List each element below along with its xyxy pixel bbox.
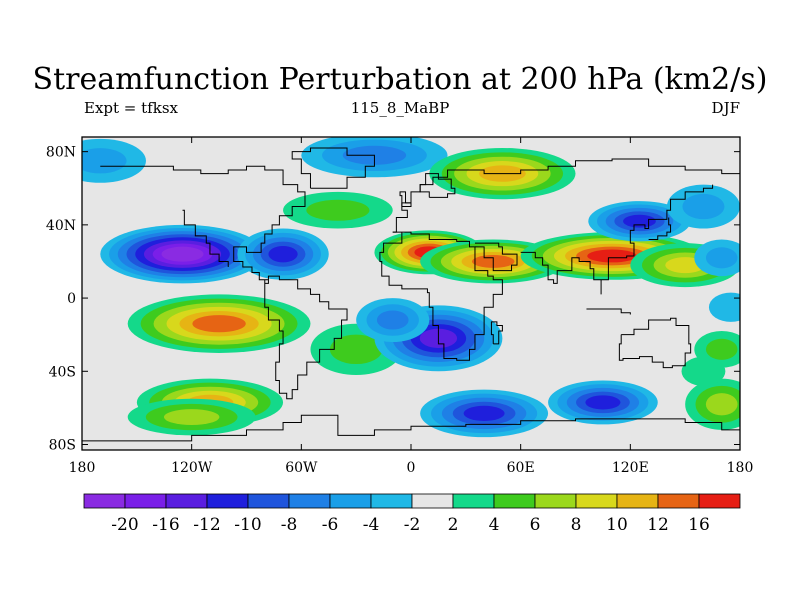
x-tick-label: 120W (171, 460, 213, 476)
colorbar-label: -6 (322, 515, 339, 535)
season-label: DJF (711, 99, 740, 117)
colorbar-label: -4 (363, 515, 380, 535)
x-tick-label: 180 (727, 460, 754, 476)
field-feature-low (548, 380, 658, 425)
contour-fill (82, 148, 127, 174)
x-tick-label: 120E (612, 460, 649, 476)
coastline (618, 317, 692, 369)
y-tick-label: 0 (67, 291, 76, 307)
colorbar-box (83, 493, 126, 509)
chart-title: Streamfunction Perturbation at 200 hPa (… (32, 62, 768, 97)
contour-fill (705, 393, 738, 416)
colorbar-label: 10 (606, 515, 628, 535)
field-feature-low (356, 298, 430, 343)
colorbar-label: -20 (111, 515, 138, 535)
contour-fill (192, 315, 246, 333)
y-tick-label: 80N (46, 145, 76, 161)
colorbar-box (616, 493, 659, 509)
coastline (291, 147, 375, 189)
y-tick-label: 40S (49, 364, 76, 380)
contour-fill (161, 246, 204, 262)
contour-fill (587, 249, 637, 263)
field-feature-low (82, 138, 146, 183)
coastline (82, 414, 740, 442)
colorbar-label: 16 (688, 515, 710, 535)
colorbar-label: 8 (571, 515, 582, 535)
coastline (586, 308, 631, 315)
colorbar-label: -16 (152, 515, 179, 535)
period-label: 115_8_MaBP (350, 99, 450, 117)
colorbar-label: -2 (404, 515, 421, 535)
colorbar-box (124, 493, 167, 509)
axis-layer: 180 120W 60W 0 60E 120E 180 80N 40N 0 40S 80S (46, 137, 753, 476)
colorbar-box (534, 493, 577, 509)
contour-fill (376, 310, 409, 330)
field-feature-high (685, 378, 740, 430)
coastline (520, 184, 714, 295)
colorbar-box (493, 493, 536, 509)
field-feature-low (237, 228, 329, 280)
colorbar-box (247, 493, 290, 509)
coastline (648, 217, 672, 241)
contour-fill (623, 214, 656, 228)
colorbar-label: 6 (530, 515, 541, 535)
coastline-layer (82, 147, 740, 442)
field-feature-low (420, 389, 549, 438)
contour-fill (463, 405, 505, 422)
colorbar-box (206, 493, 249, 509)
y-tick-label: 80S (49, 438, 76, 454)
contour-fill (708, 292, 740, 322)
colorbar-box (657, 493, 700, 509)
coastline (474, 242, 518, 272)
colorbar-box (698, 493, 741, 509)
field-feature-low (694, 239, 740, 277)
colorbar-label: -12 (193, 515, 220, 535)
contour-fill (705, 247, 738, 269)
contour-fill (585, 395, 621, 410)
contour-fill (705, 338, 738, 360)
contour-fill (163, 409, 220, 425)
colorbar-label: -10 (234, 515, 261, 535)
contour-fill (329, 334, 383, 365)
field-feature-high (127, 294, 311, 353)
colorbar-label: 4 (489, 515, 500, 535)
field-feature-low (708, 292, 740, 322)
colorbar-box (288, 493, 331, 509)
x-tick-label: 60W (285, 460, 318, 476)
field-feature-high (127, 398, 256, 436)
experiment-label: Expt = tfksx (84, 99, 178, 117)
coastline (399, 191, 412, 208)
x-tick-label: 60E (507, 460, 535, 476)
colorbar-box (452, 493, 495, 509)
x-tick-label: 180 (69, 460, 96, 476)
colorbar-box (575, 493, 618, 509)
colorbar-box (370, 493, 413, 509)
coastline (419, 173, 456, 198)
field-feature-low (100, 224, 265, 284)
field-feature-high (283, 191, 393, 229)
field-feature-high (681, 356, 726, 386)
colorbar-label: 12 (647, 515, 669, 535)
contour-fill (268, 245, 298, 263)
colorbar-label: -8 (281, 515, 298, 535)
colorbar: -20 -16 -12 -10 -8 -6 -4 -2 2 4 6 8 10 12 16 (83, 493, 741, 535)
coastline (182, 209, 229, 267)
contour-fill (682, 193, 725, 220)
colorbar-box (165, 493, 208, 509)
x-tick-label: 0 (407, 460, 416, 476)
coastline (100, 165, 348, 400)
coastline (490, 321, 503, 345)
colorbar-box (329, 493, 372, 509)
field-feature-low (588, 201, 691, 242)
coastline (379, 231, 503, 361)
contour-fill (681, 356, 726, 386)
colorbar-box (411, 493, 454, 509)
y-tick-label: 40N (46, 218, 76, 234)
contour-fill (306, 199, 370, 221)
colorbar-label: 2 (448, 515, 459, 535)
